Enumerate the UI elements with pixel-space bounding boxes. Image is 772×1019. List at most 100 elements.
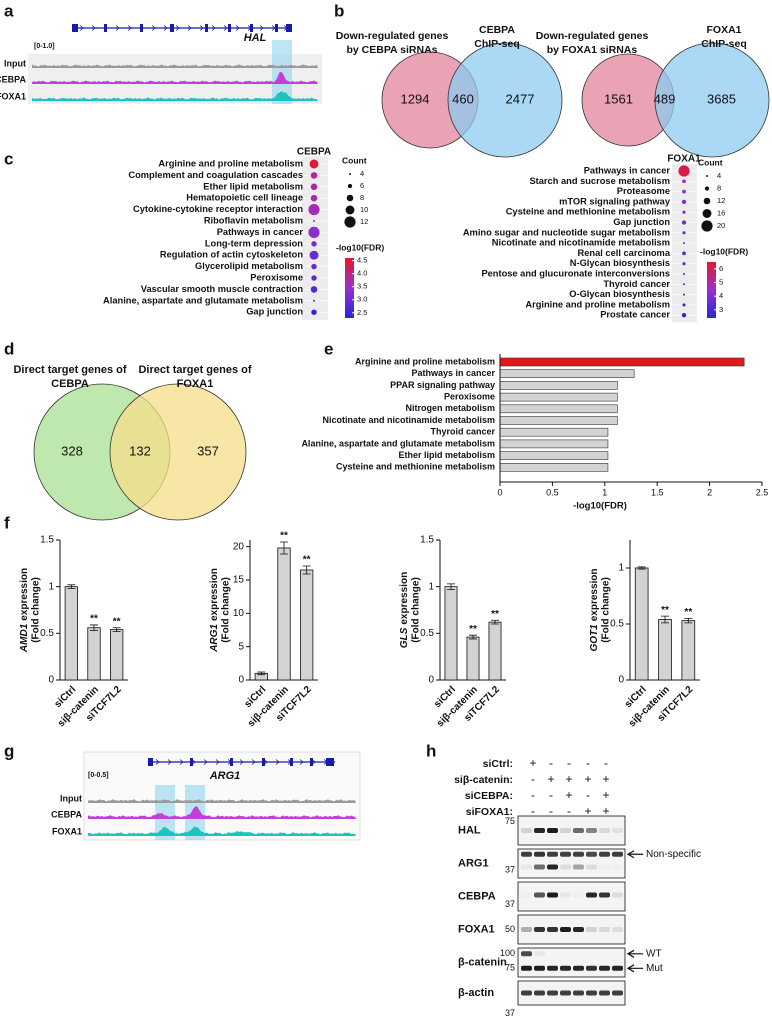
band — [599, 927, 610, 932]
strand-arrow — [127, 25, 132, 31]
colorbar-label: 3.0 — [357, 295, 367, 304]
category-label: Pathways in cancer — [411, 368, 495, 378]
mw-marker: 50 — [505, 924, 515, 934]
dot — [682, 251, 686, 256]
dot — [310, 286, 318, 293]
condition-sign: + — [584, 804, 591, 818]
band — [534, 892, 545, 898]
bar — [300, 569, 314, 681]
term-label: mTOR signaling pathway — [559, 196, 671, 206]
condition-label: siCEBPA: — [465, 790, 513, 802]
dot — [682, 231, 686, 235]
band — [573, 828, 584, 833]
error-bar — [67, 584, 76, 589]
track-label: CEBPA — [0, 74, 26, 84]
exon — [326, 758, 334, 766]
band — [534, 828, 545, 833]
exon — [286, 24, 292, 32]
bar — [499, 462, 609, 472]
track-scale: [0-0.5] — [88, 772, 109, 779]
venn-right — [109, 383, 247, 521]
condition-sign: + — [584, 772, 591, 786]
size-key-label: 10 — [360, 205, 368, 214]
error-bar — [302, 565, 311, 575]
term-label: Peroxisome — [250, 272, 303, 282]
condition-sign: - — [567, 804, 571, 818]
significance: ** — [90, 614, 98, 625]
size-key — [347, 183, 353, 189]
dot — [311, 263, 317, 270]
colorbar-label: 5 — [719, 277, 723, 286]
term-label: Thyroid cancer — [603, 279, 670, 289]
dot — [682, 303, 686, 307]
panel-label: g — [4, 741, 14, 760]
term-label: Cysteine and methionine metabolism — [506, 207, 670, 217]
bar — [499, 392, 618, 402]
strand-arrow — [235, 25, 240, 31]
dot — [682, 262, 686, 266]
strand-arrow — [211, 25, 216, 31]
band — [599, 965, 610, 971]
term-label: Alanine, aspartate and glutamate metabol… — [103, 295, 303, 305]
track-label: Input — [4, 58, 26, 68]
signal-track — [32, 72, 318, 84]
venn-count: 357 — [197, 443, 219, 458]
venn-title: Direct target genes of — [138, 364, 251, 376]
category-label: Peroxisome — [444, 391, 495, 401]
colorbar-label: 6 — [719, 264, 723, 273]
venn-count: 489 — [654, 91, 676, 106]
term-label: Glycerolipid metabolism — [195, 261, 303, 271]
venn-title: by FOXA1 siRNAs — [547, 44, 638, 56]
colorbar-label: 4.0 — [357, 269, 367, 278]
x-tick-label: 0 — [497, 487, 502, 497]
error-bar — [112, 627, 121, 632]
band — [547, 927, 558, 932]
size-key-label: 20 — [717, 221, 725, 230]
band — [599, 990, 610, 996]
strand-arrow — [239, 759, 244, 765]
y-tick-label: 0.5 — [420, 628, 434, 639]
exon — [104, 24, 107, 32]
band — [534, 990, 545, 996]
strand-arrow — [179, 759, 184, 765]
condition-sign: + — [602, 772, 609, 786]
band — [612, 990, 623, 996]
band — [599, 864, 610, 869]
category-label: Alanine, aspartate and glutamate metabol… — [301, 438, 495, 448]
dot-title: CEBPA — [297, 147, 331, 158]
term-label: Ether lipid metabolism — [203, 181, 303, 191]
band — [612, 965, 623, 971]
bar — [499, 427, 609, 437]
venn-count: 132 — [129, 443, 151, 458]
bar — [64, 586, 78, 681]
blot-label: FOXA1 — [458, 923, 495, 935]
plot-bg — [302, 156, 328, 320]
blot-label: β-actin — [458, 987, 494, 999]
dot — [681, 313, 687, 318]
venn-count: 1294 — [401, 91, 430, 106]
exon — [262, 758, 265, 766]
gene-name: GLS — [399, 627, 410, 648]
term-label: O-Glycan biosynthesis — [569, 289, 670, 299]
size-key-label: 16 — [717, 208, 725, 217]
size-key-label: 4 — [360, 169, 364, 178]
band — [521, 990, 532, 996]
band — [547, 851, 558, 857]
condition-sign: - — [549, 804, 553, 818]
track-label: FOXA1 — [0, 91, 26, 101]
band — [573, 893, 584, 898]
y-axis-label: AMD1 expression — [19, 568, 30, 653]
y-axis-label-text: expression — [399, 572, 410, 625]
exon — [190, 758, 193, 766]
y-tick-label: 0.5 — [40, 628, 54, 639]
track-frame — [83, 751, 361, 841]
panel-label: c — [4, 149, 13, 168]
blot-label: β-catenin — [458, 956, 507, 968]
bar — [499, 369, 635, 379]
colorbar-label: 4.5 — [357, 256, 367, 265]
colorbar-label: 4 — [719, 291, 723, 300]
band — [586, 828, 597, 833]
signal-track — [32, 91, 318, 101]
venn-title: ChIP-seq — [474, 38, 520, 50]
color-legend-title: -log10(FDR) — [336, 242, 384, 252]
